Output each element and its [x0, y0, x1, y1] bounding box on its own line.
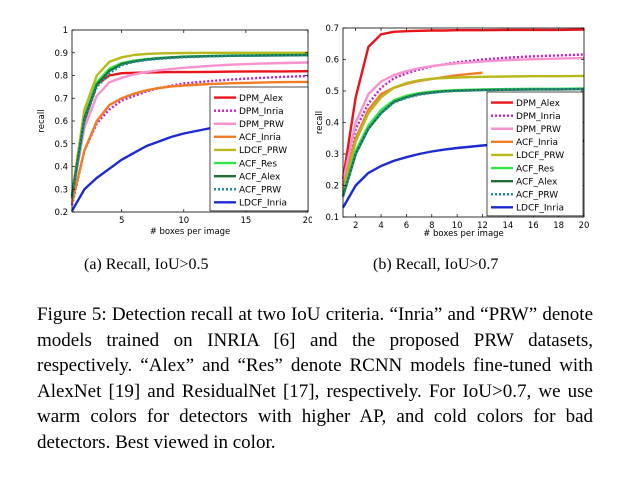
- x-tick-label: 18: [553, 221, 564, 231]
- legend-entry: DPM_Alex: [516, 99, 561, 109]
- y-tick-label: 0.5: [325, 87, 339, 97]
- x-tick-label: 4: [378, 221, 383, 231]
- x-axis-label: # boxes per image: [423, 229, 504, 239]
- y-tick-label: 1: [63, 26, 68, 36]
- y-axis-label: recall: [315, 111, 325, 134]
- y-tick-label: 0.4: [325, 119, 339, 129]
- x-tick-label: 8: [429, 221, 434, 231]
- y-tick-label: 0.5: [54, 140, 68, 150]
- x-tick-label: 16: [528, 221, 539, 231]
- y-tick-label: 0.1: [325, 213, 339, 223]
- chart-recall-iou-0-7: 0.1 0.2 0.3 0.4 0.5 0.6 0.7 2 4 6 8 10 12 14 16 18 20 # b…: [315, 24, 590, 239]
- legend-entry: LDCF_PRW: [239, 146, 287, 156]
- series-line-dpm-prw: [341, 56, 585, 183]
- legend-entry: DPM_PRW: [516, 125, 561, 135]
- legend-entry: ACF_Inria: [239, 133, 281, 143]
- x-tick-label: 10: [452, 221, 463, 231]
- y-tick-label: 0.7: [325, 24, 339, 34]
- x-tick-label: 14: [502, 221, 513, 231]
- series-line-acf-prw: [70, 54, 309, 199]
- subfigure-label-b: (b) Recall, IoU>0.7: [373, 256, 499, 273]
- series-line-ldcf-prw: [341, 74, 585, 193]
- legend-entry: DPM_Alex: [239, 94, 284, 104]
- y-tick-label: 0.4: [54, 163, 68, 173]
- figure-caption: Figure 5: Detection recall at two IoU cr…: [37, 304, 593, 453]
- y-tick-label: 0.6: [54, 117, 68, 127]
- x-tick-label: 2: [353, 221, 358, 231]
- series-line-acf-prw: [341, 87, 584, 197]
- series-line-acf-inria: [70, 80, 309, 204]
- y-tick-label: 0.2: [54, 208, 68, 218]
- legend-entry: ACF_PRW: [239, 185, 281, 195]
- y-tick-label: 0.9: [54, 49, 68, 59]
- x-tick-label: 20: [579, 221, 590, 231]
- y-tick-label: 0.8: [54, 72, 68, 82]
- series-line-dpm-inria: [341, 53, 585, 186]
- legend-entry: DPM_PRW: [239, 120, 284, 130]
- figure-charts: 0.2 0.3 0.4 0.5 0.6 0.7 0.8 0.9 1 5 10 15 20 # boxes …: [37, 24, 590, 239]
- legend-entry: ACF_PRW: [516, 190, 558, 200]
- x-tick-label: 20: [303, 216, 312, 226]
- x-tick-label: 10: [178, 216, 189, 226]
- series-line-dpm-prw: [70, 61, 309, 197]
- legend-entry: ACF_Alex: [239, 172, 281, 182]
- series-line-ldcf-prw: [70, 51, 308, 194]
- x-axis-label: # boxes per image: [150, 227, 231, 237]
- legend-entry: ACF_Res: [239, 159, 277, 169]
- y-tick-label: 0.7: [54, 94, 68, 104]
- x-tick-label: 6: [404, 221, 409, 231]
- y-tick-label: 0.6: [325, 56, 339, 66]
- x-tick-label: 12: [477, 221, 488, 231]
- legend-entry: DPM_Inria: [516, 112, 561, 122]
- subfigure-label-a: (a) Recall, IoU>0.5: [84, 256, 209, 273]
- x-tick-label: 15: [240, 216, 251, 226]
- legend-entry: LDCF_Inria: [516, 204, 564, 214]
- legend-entry: LDCF_PRW: [516, 151, 564, 161]
- chart-recall-iou-0-5: 0.20.30.40.50.60.70.80.915 10 15 20# boxes …: [37, 26, 312, 237]
- series-line-dpm-inria: [70, 74, 309, 206]
- y-axis-label: recall: [37, 109, 47, 132]
- legend-entry: ACF_Alex: [516, 177, 558, 187]
- x-tick-label: 5: [119, 216, 124, 226]
- legend-entry: DPM_Inria: [239, 107, 284, 117]
- y-tick-label: 0.3: [54, 185, 68, 195]
- y-tick-label: 0.3: [325, 150, 339, 160]
- legend-entry: ACF_Inria: [516, 138, 558, 148]
- legend-entry: LDCF_Inria: [239, 199, 287, 209]
- legend-entry: ACF_Res: [516, 164, 554, 174]
- y-tick-label: 0.2: [325, 182, 339, 192]
